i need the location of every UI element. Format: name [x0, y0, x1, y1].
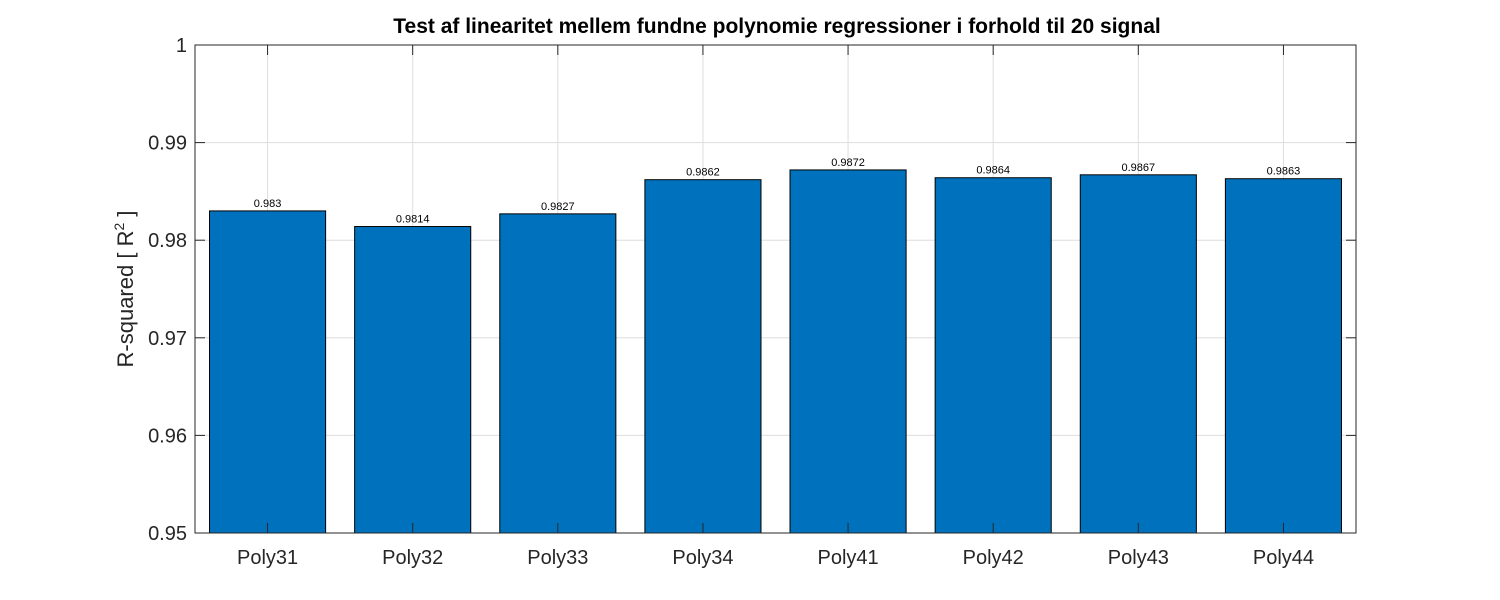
- y-axis-label-end: ]: [113, 211, 138, 223]
- x-tick-label: Poly34: [672, 547, 733, 569]
- x-tick-label: Poly42: [963, 547, 1024, 569]
- data-label: 0.9864: [976, 165, 1010, 177]
- y-tick-label: 0.98: [148, 230, 187, 252]
- x-tick-label: Poly44: [1253, 547, 1314, 569]
- y-tick-label: 0.95: [148, 523, 187, 545]
- data-label: 0.9872: [831, 157, 865, 169]
- data-label: 0.983: [254, 198, 282, 210]
- x-tick-label: Poly41: [817, 547, 878, 569]
- y-tick-label: 1: [176, 35, 187, 57]
- bar-poly34: [644, 179, 762, 534]
- x-tick-label: Poly43: [1108, 547, 1169, 569]
- x-tick-label: Poly31: [237, 547, 298, 569]
- bar-poly44: [1224, 178, 1342, 534]
- x-axis-ticks: Poly31 Poly32 Poly33 Poly34 Poly41 Poly42 Poly…: [237, 45, 1314, 569]
- y-tick-label: 0.99: [148, 133, 187, 155]
- x-tick-label: Poly33: [527, 547, 588, 569]
- data-label: 0.9867: [1121, 162, 1155, 174]
- y-tick-label: 0.96: [148, 425, 187, 447]
- bar-poly31: [209, 210, 327, 534]
- plot-area-border: [194, 44, 1357, 534]
- data-label: 0.9814: [396, 214, 430, 226]
- bar-poly41: [789, 169, 907, 534]
- y-tick-label: 0.97: [148, 328, 187, 350]
- bar-poly32: [354, 226, 472, 534]
- bar-poly42: [934, 177, 1052, 534]
- data-label: 0.9862: [686, 167, 720, 179]
- data-labels: 0.983 0.9814 0.9827 0.9862 0.9872 0.9864 0.986…: [254, 157, 1300, 226]
- x-tick-label: Poly32: [382, 547, 443, 569]
- data-label: 0.9827: [541, 201, 575, 213]
- y-axis-label: R-squared [ R2 ]: [111, 211, 138, 368]
- chart-title: Test af linearitet mellem fundne polynom…: [393, 15, 1160, 38]
- data-label: 0.9863: [1267, 166, 1301, 178]
- bar-poly33: [499, 213, 617, 534]
- y-axis-label-main: R-squared [ R: [113, 231, 138, 368]
- bars: [209, 169, 1342, 534]
- y-axis-ticks: 0.95 0.96 0.97 0.98 0.99 1: [148, 35, 1356, 545]
- bar-poly43: [1079, 174, 1197, 534]
- y-axis-label-superscript: 2: [111, 223, 127, 231]
